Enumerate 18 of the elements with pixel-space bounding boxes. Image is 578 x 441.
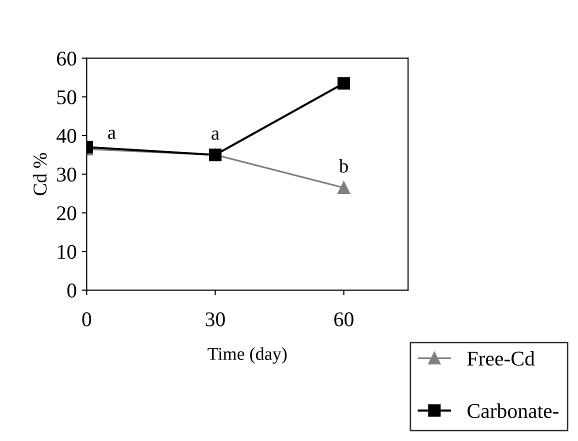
- y-tick-label: 50: [57, 90, 76, 104]
- y-tick-label: 60: [57, 52, 76, 66]
- annotation: a: [108, 130, 116, 140]
- y-tick-label: 10: [58, 244, 76, 259]
- x-tick-label: 60: [334, 312, 354, 326]
- y-tick-label: 30: [57, 168, 76, 182]
- y-tick-label: 40: [56, 128, 76, 143]
- annotation: b: [338, 158, 348, 173]
- x-tick-label: 0: [82, 312, 92, 326]
- y-axis-title: Cd %: [32, 152, 47, 196]
- x-tick-label: 30: [206, 312, 225, 326]
- point: [338, 77, 350, 90]
- y-tick-label: 0: [67, 284, 76, 298]
- legend-label: Free-Cd: [467, 351, 535, 366]
- x-axis-title: Time (day): [208, 347, 287, 364]
- annotation: a: [212, 130, 220, 140]
- legend-label: Carbonate-: [468, 403, 558, 418]
- y-tick-label: 20: [57, 206, 76, 220]
